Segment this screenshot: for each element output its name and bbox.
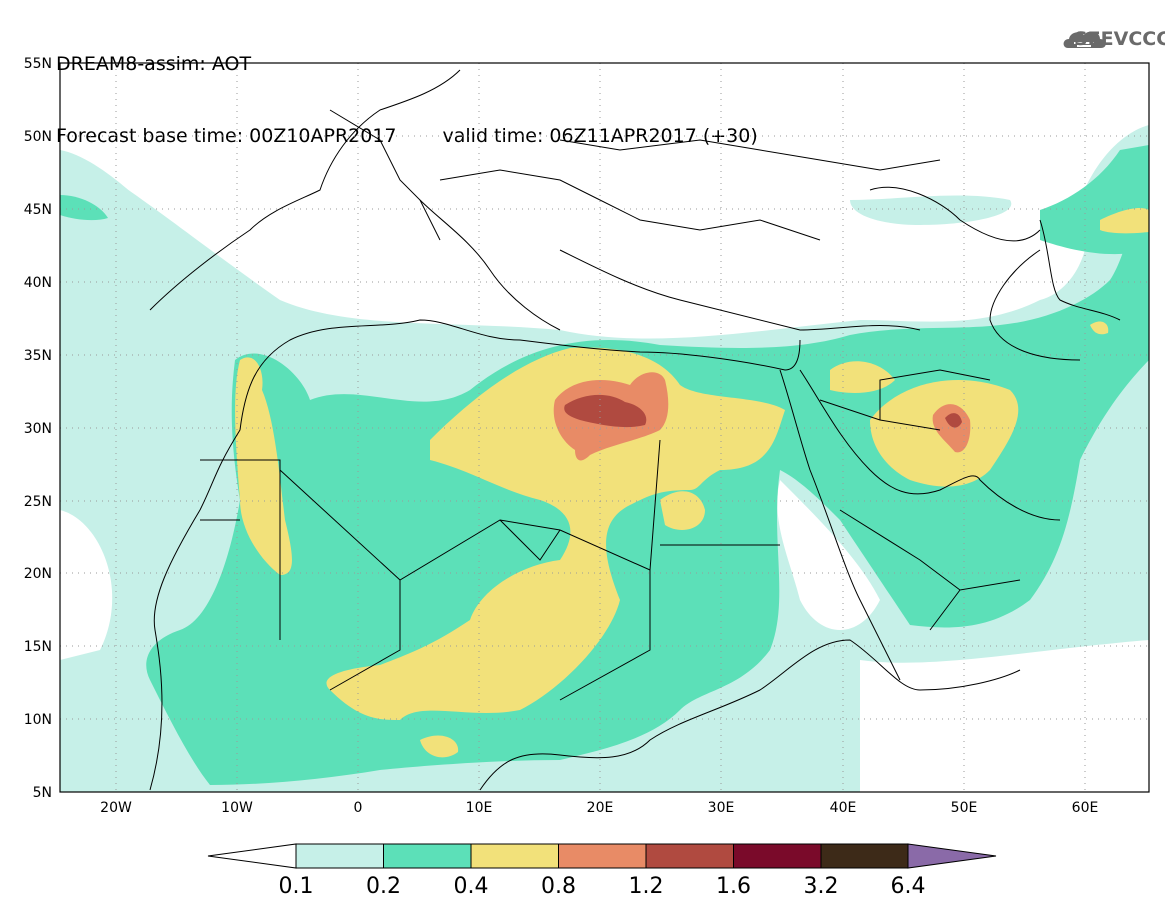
lon-label: 0 — [354, 800, 363, 816]
aot-field — [60, 125, 1149, 792]
colorbar-segment — [295, 843, 384, 869]
map-title: DREAM8-assim: AOT Forecast base time: 00… — [56, 4, 758, 172]
valid-time-label: valid time: 06Z11APR2017 (+30) — [442, 125, 758, 147]
lon-label: 20E — [587, 800, 614, 816]
colorbar-segment — [820, 843, 909, 869]
aot-band-0.4 — [235, 357, 292, 575]
lat-label: 50N — [24, 129, 52, 145]
lon-label: 10W — [221, 800, 253, 816]
map-frame — [59, 62, 1150, 793]
colorbar-label: 0.1 — [279, 874, 314, 899]
colorbar-label: 0.4 — [454, 874, 489, 899]
lon-label: 60E — [1072, 800, 1099, 816]
lat-label: 45N — [24, 202, 52, 218]
colorbar-label: 1.2 — [629, 874, 664, 899]
lon-label: 10E — [466, 800, 493, 816]
lat-label: 55N — [24, 56, 52, 72]
lon-label: 30E — [708, 800, 735, 816]
lat-label: 15N — [24, 639, 52, 655]
lon-label: 40E — [830, 800, 857, 816]
colorbar-under-arrow — [207, 843, 297, 869]
colorbar-label: 0.8 — [541, 874, 576, 899]
colorbar-segment — [470, 843, 559, 869]
lon-label: 20W — [100, 800, 132, 816]
aot-band-1.2 — [564, 394, 647, 428]
lat-label: 30N — [24, 421, 52, 437]
lat-label: 5N — [33, 785, 52, 801]
lat-label: 10N — [24, 712, 52, 728]
colorbar-segment — [558, 843, 647, 869]
colorbar-segment — [733, 843, 822, 869]
lon-label: 50E — [951, 800, 978, 816]
title-line-1: DREAM8-assim: AOT — [56, 53, 252, 75]
colorbar-label: 1.6 — [716, 874, 751, 899]
coastlines — [149, 69, 1121, 791]
lat-axis: 55N 50N 45N 40N 35N 30N 25N 20N 15N 10N … — [24, 56, 52, 801]
base-time-label: Forecast base time: 00Z10APR2017 — [56, 125, 397, 147]
colorbar-segment — [383, 843, 472, 869]
colorbar — [207, 843, 997, 869]
lon-axis: 20W 10W 0 10E 20E 30E 40E 50E 60E — [100, 800, 1098, 816]
colorbar-segment — [645, 843, 734, 869]
colorbar-label: 6.4 — [891, 874, 926, 899]
colorbar-label: 0.2 — [366, 874, 401, 899]
colorbar-labels: 0.1 0.2 0.4 0.8 1.2 1.6 3.2 6.4 — [279, 874, 926, 899]
lat-label: 40N — [24, 275, 52, 291]
cloud-logo-icon — [1063, 31, 1106, 48]
title-line-2: Forecast base time: 00Z10APR2017 valid ti… — [56, 124, 758, 148]
colorbar-over-arrow — [907, 843, 997, 869]
lat-label: 20N — [24, 566, 52, 582]
colorbar-label: 3.2 — [804, 874, 839, 899]
lat-label: 25N — [24, 494, 52, 510]
lat-label: 35N — [24, 348, 52, 364]
logo-text: SEEVCCC — [1074, 28, 1165, 50]
